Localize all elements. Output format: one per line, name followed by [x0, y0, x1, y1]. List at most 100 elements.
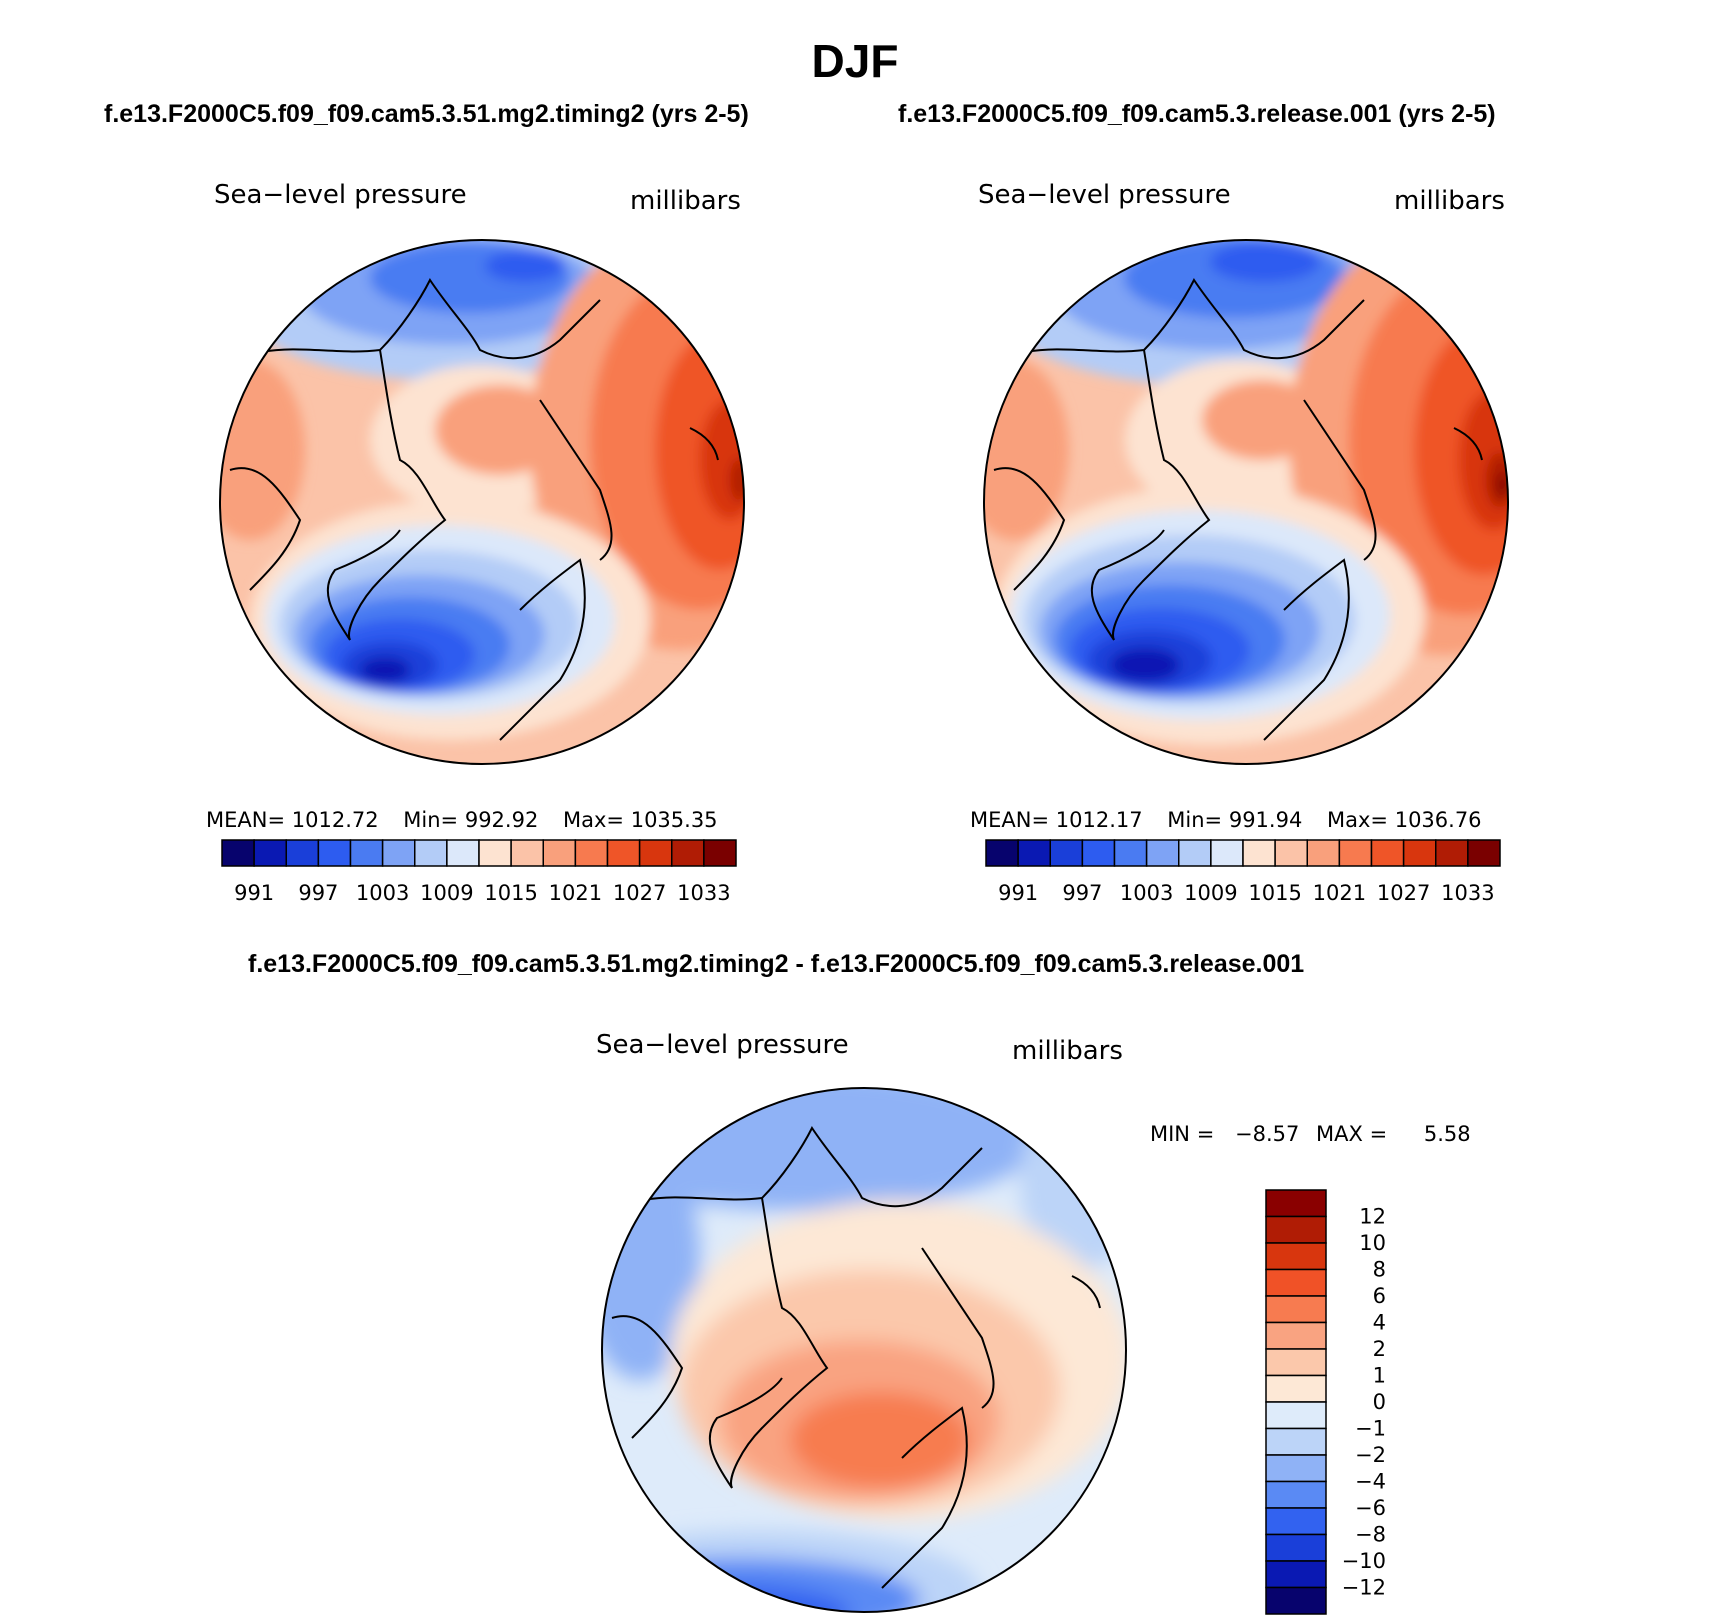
diff-map-border: [601, 1087, 1127, 1613]
left-cbar-box-7: [446, 839, 480, 867]
left-case-title: f.e13.F2000C5.f09_f09.cam5.3.51.mg2.timi…: [104, 100, 749, 128]
left-cbar-box-15: [703, 839, 737, 867]
right-coast-north: [1025, 278, 1365, 360]
left-cbar-tick-label: 1021: [549, 881, 602, 905]
right-cbar-box-13: [1402, 839, 1437, 867]
diff-units-label: millibars: [1012, 1036, 1123, 1066]
left-cbar-box-0: [221, 839, 255, 867]
right-colorbar: 991 997 1003 1009 1015 1021 1027 1033: [985, 839, 1501, 905]
diff-cbar-box-11: [1265, 1480, 1327, 1509]
diff-cbar-tick-label: −8: [1355, 1523, 1386, 1547]
right-mean-label: MEAN=: [970, 808, 1050, 832]
left-west-high: [220, 360, 305, 540]
figure-title: DJF: [811, 35, 899, 87]
diff-coastlines: [611, 1126, 1101, 1589]
right-mean-value: 1012.17: [1055, 808, 1143, 832]
right-coast-canada: [1112, 349, 1211, 641]
left-coast-greenland: [326, 529, 401, 641]
right-cbar-box-10: [1306, 839, 1341, 867]
left-colorbar: 991 997 1003 1009 1015 1021 1027 1033: [221, 839, 737, 905]
left-cbar-box-8: [478, 839, 512, 867]
right-cbar-box-14: [1435, 839, 1469, 867]
right-cbar-tick-label: 1015: [1248, 881, 1301, 905]
right-cbar-box-0: [985, 839, 1019, 867]
left-cbar-box-3: [317, 839, 352, 867]
diff-cbar-tick-label: −6: [1355, 1496, 1386, 1520]
diff-cbar-box-14: [1265, 1560, 1327, 1589]
right-cbar-tick-label: 997: [1062, 881, 1102, 905]
right-variable-label: Sea−level pressure: [978, 180, 1231, 210]
diff-cbar-box-13: [1265, 1533, 1327, 1562]
right-cbar-box-8: [1242, 839, 1276, 867]
right-cbar-tick-label: 1021: [1313, 881, 1366, 905]
right-cbar-tick-label: 1003: [1120, 881, 1173, 905]
difference-map: [601, 1087, 1127, 1613]
left-coast-west: [229, 467, 302, 591]
diff-positive-3: [790, 1392, 970, 1488]
left-cbar-tick-label: 1003: [356, 881, 409, 905]
diff-variable-label: Sea−level pressure: [596, 1030, 849, 1060]
left-variable-label: Sea−level pressure: [214, 180, 467, 210]
right-coast-east: [1453, 427, 1483, 461]
left-max-value: 1035.35: [630, 808, 718, 832]
diff-cbar-tick-label: −2: [1355, 1443, 1386, 1467]
diff-coast-siberia: [921, 1247, 995, 1409]
left-cbar-tick-label: 1009: [420, 881, 473, 905]
left-cbar-tick-label: 991: [234, 881, 274, 905]
diff-cbar-tick-label: 1: [1373, 1364, 1386, 1388]
left-cbar-box-2: [285, 839, 320, 867]
right-cbar-box-3: [1081, 839, 1116, 867]
right-cbar-box-4: [1113, 839, 1148, 867]
right-cbar-box-6: [1178, 839, 1212, 867]
diff-cbar-tick-label: −1: [1355, 1417, 1386, 1441]
diff-max-label: MAX =: [1316, 1122, 1388, 1146]
diff-cbar-tick-label: 12: [1359, 1205, 1386, 1229]
diff-min-label: MIN =: [1150, 1122, 1215, 1146]
diff-cbar-box-2: [1265, 1242, 1327, 1271]
right-map: [983, 239, 1509, 765]
right-cbar-box-15: [1467, 839, 1501, 867]
left-cbar-tick-label: 1027: [613, 881, 666, 905]
diff-coast-greenland: [708, 1377, 783, 1489]
right-coast-europe: [1263, 558, 1350, 741]
diff-coast-east: [1071, 1275, 1101, 1309]
left-cbar-box-1: [253, 839, 287, 867]
right-min-label: Min=: [1167, 808, 1223, 832]
right-cbar-box-11: [1338, 839, 1373, 867]
diff-stats: MIN = −8.57 MAX = 5.58: [1150, 1122, 1471, 1146]
right-cbar-box-9: [1274, 839, 1308, 867]
left-siberian-high-4: [700, 400, 744, 520]
left-cbar-box-10: [542, 839, 577, 867]
left-min-value: 992.92: [464, 808, 539, 832]
left-coast-europe: [499, 558, 586, 741]
left-cbar-tick-label: 1033: [677, 881, 730, 905]
left-stats: MEAN= 1012.72 Min= 992.92 Max= 1035.35: [206, 808, 718, 832]
right-coast-greenland: [1090, 529, 1165, 641]
right-cbar-box-2: [1049, 839, 1084, 867]
diff-cbar-tick-label: 0: [1373, 1390, 1386, 1414]
diff-coast-europe: [881, 1406, 968, 1589]
left-cbar-box-6: [414, 839, 448, 867]
right-cbar-tick-label: 1027: [1377, 881, 1430, 905]
left-min-label: Min=: [403, 808, 459, 832]
left-cbar-box-5: [381, 839, 416, 867]
right-coast-west: [993, 467, 1066, 591]
diff-cbar-tick-label: 2: [1373, 1337, 1386, 1361]
left-mean-value: 1012.72: [291, 808, 379, 832]
right-atlantic-low-core: [1110, 648, 1180, 682]
right-pacific-low-core: [1210, 242, 1320, 282]
diff-cbar-box-3: [1265, 1268, 1327, 1297]
diff-cbar-box-8: [1265, 1401, 1327, 1430]
right-west-high: [984, 360, 1069, 540]
diff-cbar-box-15: [1265, 1586, 1327, 1615]
left-cbar-tick-label: 1015: [484, 881, 537, 905]
diff-cbar-box-0: [1265, 1189, 1327, 1218]
diff-coast-west: [611, 1315, 684, 1439]
left-cbar-box-11: [574, 839, 609, 867]
diff-cbar-tick-label: 10: [1359, 1231, 1386, 1255]
left-cbar-box-12: [606, 839, 641, 867]
left-cbar-box-13: [638, 839, 673, 867]
diff-cbar-box-7: [1265, 1374, 1327, 1403]
left-map-border: [219, 239, 745, 765]
